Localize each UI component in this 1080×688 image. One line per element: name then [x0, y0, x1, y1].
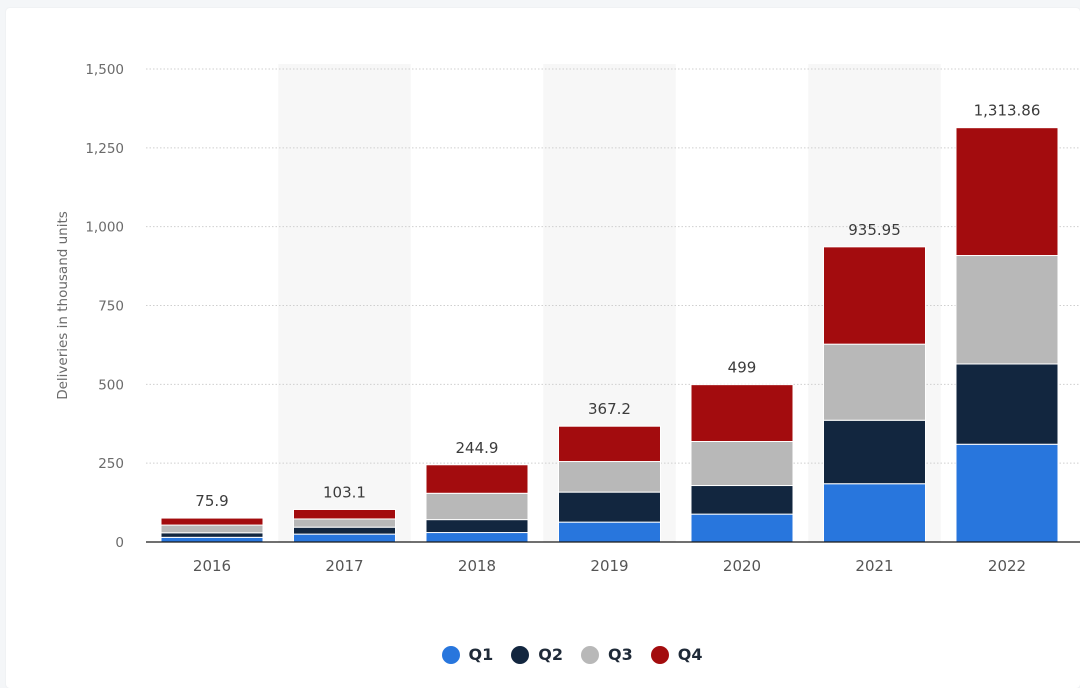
bar-segment-q1 — [558, 521, 661, 543]
y-tick-label: 0 — [115, 535, 124, 551]
bar-segment-q1 — [690, 513, 794, 543]
total-label: 935.95 — [848, 221, 901, 239]
total-label: 499 — [728, 359, 757, 377]
legend-label: Q1 — [468, 645, 494, 664]
legend-item-q1[interactable]: Q1 — [441, 645, 494, 664]
legend-label: Q2 — [538, 645, 563, 664]
bar-segment-q2 — [425, 519, 529, 534]
bar-segment-q2 — [558, 491, 661, 523]
bar-segment-q1 — [823, 483, 926, 543]
legend-label: Q4 — [677, 645, 703, 664]
y-axis-title: Deliveries in thousand units — [55, 211, 71, 400]
bar-segment-q4 — [558, 425, 661, 463]
bar-segment-q3 — [558, 461, 661, 493]
total-label: 75.9 — [195, 492, 228, 510]
bar-segment-q3 — [955, 255, 1059, 365]
legend-item-q3[interactable]: Q3 — [581, 645, 633, 664]
bar-segment-q4 — [425, 464, 529, 494]
total-label: 103.1 — [323, 483, 366, 501]
y-tick-label: 500 — [98, 377, 124, 393]
category-band — [278, 64, 411, 542]
y-tick-label: 1,000 — [85, 220, 124, 236]
y-tick-label: 250 — [98, 456, 124, 472]
bar-segment-q2 — [293, 526, 396, 535]
x-tick-label: 2018 — [458, 557, 496, 575]
x-tick-label: 2020 — [723, 557, 761, 575]
bar-segment-q3 — [425, 492, 529, 521]
x-tick-label: 2017 — [325, 557, 363, 575]
bar-segment-q1 — [955, 443, 1059, 543]
legend-marker-q1 — [441, 645, 460, 664]
bar-segment-q3 — [823, 343, 926, 421]
bar-segment-q2 — [955, 363, 1059, 445]
bar-segment-q4 — [690, 384, 794, 443]
bar-segment-q2 — [823, 419, 926, 485]
y-tick-label: 1,250 — [85, 141, 124, 157]
total-label: 244.9 — [456, 439, 499, 457]
chart: 0 250 500 750 1,000 1,250 1,500 Deliveries in t… — [55, 62, 1080, 575]
bar-segment-q4 — [293, 508, 396, 520]
bar-segment-q3 — [690, 441, 794, 487]
legend-item-q4[interactable]: Q4 — [650, 645, 703, 664]
y-tick-label: 1,500 — [85, 62, 124, 78]
chart-card: 0 250 500 750 1,000 1,250 1,500 Deliveries in t… — [6, 8, 1080, 688]
legend-item-q2[interactable]: Q2 — [511, 645, 563, 664]
bar-segment-q3 — [293, 518, 396, 528]
bar-segment-q2 — [690, 485, 794, 515]
total-label: 1,313.86 — [974, 102, 1041, 120]
bar-segment-q3 — [160, 524, 264, 534]
legend-marker-q3 — [581, 645, 599, 664]
bar-segment-q1 — [293, 533, 396, 543]
total-label: 367.2 — [588, 400, 631, 418]
legend-marker-q2 — [511, 645, 530, 664]
x-tick-label: 2016 — [193, 557, 231, 575]
y-tick-label: 750 — [98, 299, 124, 315]
x-tick-label: 2019 — [590, 557, 628, 575]
bar-segment-q1 — [425, 532, 529, 543]
legend-marker-q4 — [650, 645, 669, 664]
x-tick-label: 2021 — [855, 557, 893, 575]
x-tick-label: 2022 — [988, 557, 1026, 575]
bar-segment-q1 — [160, 536, 264, 543]
legend-label: Q3 — [608, 645, 633, 664]
bar-segment-q4 — [823, 246, 926, 345]
bar-segment-q4 — [160, 517, 264, 526]
bar-segment-q2 — [160, 532, 264, 538]
legend: Q1 Q2 Q3 Q4 — [6, 645, 1080, 664]
bar-segment-q4 — [955, 127, 1059, 257]
